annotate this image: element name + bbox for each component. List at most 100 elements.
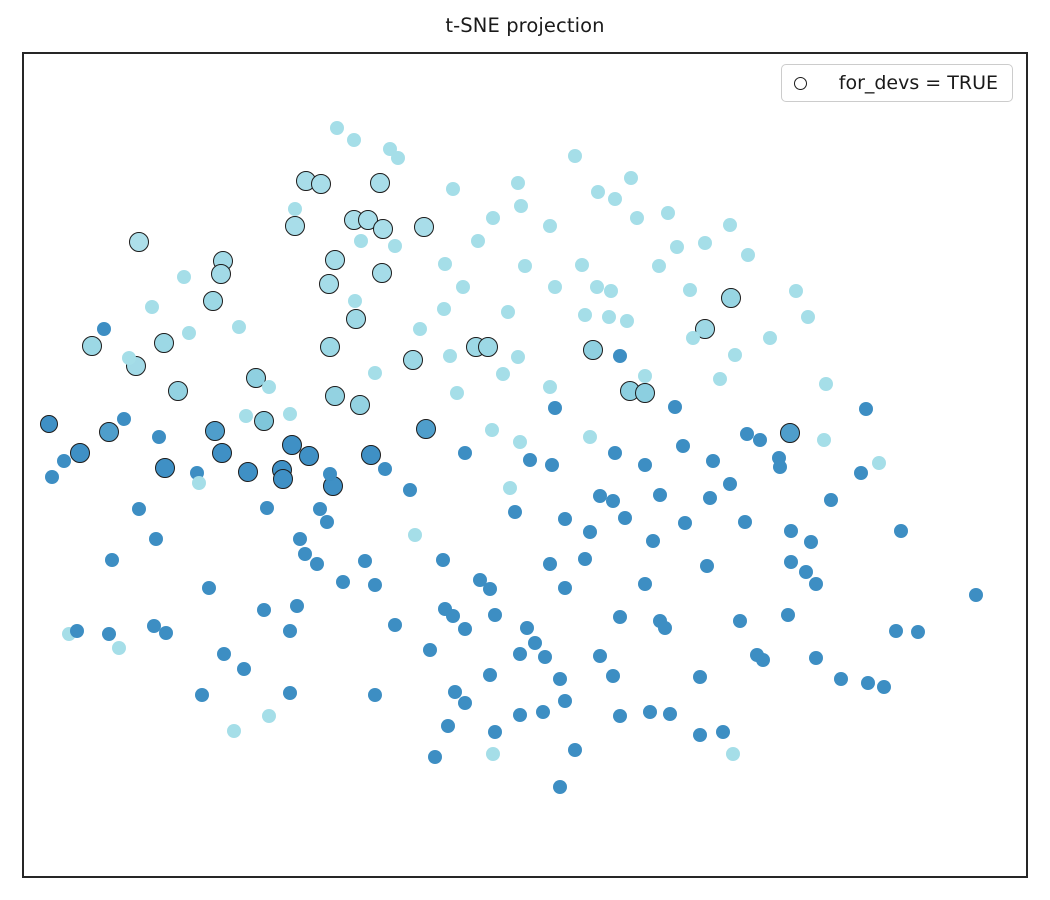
scatter-point-dev <box>310 173 331 194</box>
scatter-point <box>436 301 451 316</box>
scatter-point <box>182 326 197 341</box>
scatter-point <box>871 456 886 471</box>
scatter-point-dev <box>477 336 498 357</box>
scatter-point <box>152 430 167 445</box>
scatter-point <box>227 724 242 739</box>
scatter-point <box>638 369 653 384</box>
scatter-point <box>472 573 487 588</box>
scatter-point <box>876 679 891 694</box>
scatter-point <box>728 347 743 362</box>
scatter-point-dev <box>371 262 392 283</box>
scatter-point <box>618 511 633 526</box>
scatter-point <box>853 466 868 481</box>
scatter-point <box>445 609 460 624</box>
scatter-point-dev <box>349 394 370 415</box>
scatter-point-dev <box>99 422 120 443</box>
scatter-point <box>620 314 635 329</box>
scatter-point <box>440 718 455 733</box>
scatter-point <box>292 531 307 546</box>
scatter-point-dev <box>254 411 275 432</box>
scatter-point <box>604 283 619 298</box>
scatter-point <box>548 401 563 416</box>
scatter-point <box>788 283 803 298</box>
scatter-point <box>548 280 563 295</box>
scatter-point-dev <box>82 335 103 356</box>
scatter-point <box>726 747 741 762</box>
scatter-point <box>593 648 608 663</box>
scatter-point <box>105 553 120 568</box>
scatter-point <box>289 599 304 614</box>
scatter-point <box>387 239 402 254</box>
scatter-point <box>297 546 312 561</box>
scatter-point <box>772 460 787 475</box>
scatter-point <box>520 620 534 635</box>
scatter-point <box>97 322 112 337</box>
scatter-point-dev <box>238 461 259 482</box>
scatter-points-layer <box>24 54 1026 876</box>
scatter-point <box>583 430 598 445</box>
scatter-point <box>367 365 382 380</box>
scatter-point <box>287 201 302 216</box>
scatter-point <box>335 574 350 589</box>
scatter-point <box>738 514 753 529</box>
scatter-point <box>412 322 427 337</box>
scatter-point <box>195 688 210 703</box>
scatter-point-dev <box>721 288 742 309</box>
scatter-point <box>512 647 527 662</box>
scatter-point-dev <box>695 319 716 340</box>
scatter-point <box>543 557 558 572</box>
scatter-point <box>575 258 590 273</box>
scatter-point <box>800 310 815 325</box>
scatter-point <box>910 624 925 639</box>
scatter-point <box>608 445 623 460</box>
scatter-point <box>309 556 324 571</box>
scatter-point <box>723 217 738 232</box>
scatter-point <box>329 120 344 135</box>
scatter-point <box>693 670 708 685</box>
scatter-point-dev <box>284 215 305 236</box>
scatter-point <box>568 148 583 163</box>
scatter-point <box>624 171 639 186</box>
scatter-point <box>593 489 608 504</box>
scatter-point-dev <box>779 422 800 443</box>
scatter-point <box>402 482 417 497</box>
scatter-point-dev <box>319 337 340 358</box>
scatter-point <box>543 218 558 233</box>
scatter-point <box>457 445 472 460</box>
scatter-point <box>818 377 833 392</box>
scatter-point-dev <box>205 421 226 442</box>
scatter-point-dev <box>324 250 345 271</box>
scatter-point <box>232 319 247 334</box>
scatter-point <box>512 434 527 449</box>
scatter-point <box>703 490 718 505</box>
scatter-point-dev <box>155 458 176 479</box>
scatter-point <box>145 300 160 315</box>
plot-area[interactable]: for_devs = TRUE <box>22 52 1028 878</box>
scatter-point <box>217 647 232 662</box>
scatter-point <box>638 458 653 472</box>
scatter-point <box>553 780 568 795</box>
scatter-point <box>237 661 252 676</box>
scatter-point-dev <box>281 435 302 456</box>
scatter-point <box>447 684 462 699</box>
scatter-point <box>257 602 272 617</box>
scatter-point <box>445 181 460 196</box>
scatter-point <box>670 240 685 255</box>
scatter-point <box>741 247 756 262</box>
scatter-point <box>536 704 551 719</box>
scatter-point <box>558 581 573 596</box>
scatter-point <box>518 259 532 274</box>
scatter-point <box>823 492 838 507</box>
scatter-point <box>70 624 85 639</box>
scatter-point <box>102 626 117 641</box>
scatter-point-dev <box>369 173 390 194</box>
scatter-point <box>523 453 537 468</box>
legend[interactable]: for_devs = TRUE <box>780 64 1013 102</box>
scatter-point <box>558 512 573 527</box>
scatter-point-dev <box>154 332 175 353</box>
scatter-point <box>117 411 132 426</box>
scatter-point-dev <box>212 442 233 463</box>
scatter-point <box>713 371 728 386</box>
scatter-point <box>482 667 497 682</box>
